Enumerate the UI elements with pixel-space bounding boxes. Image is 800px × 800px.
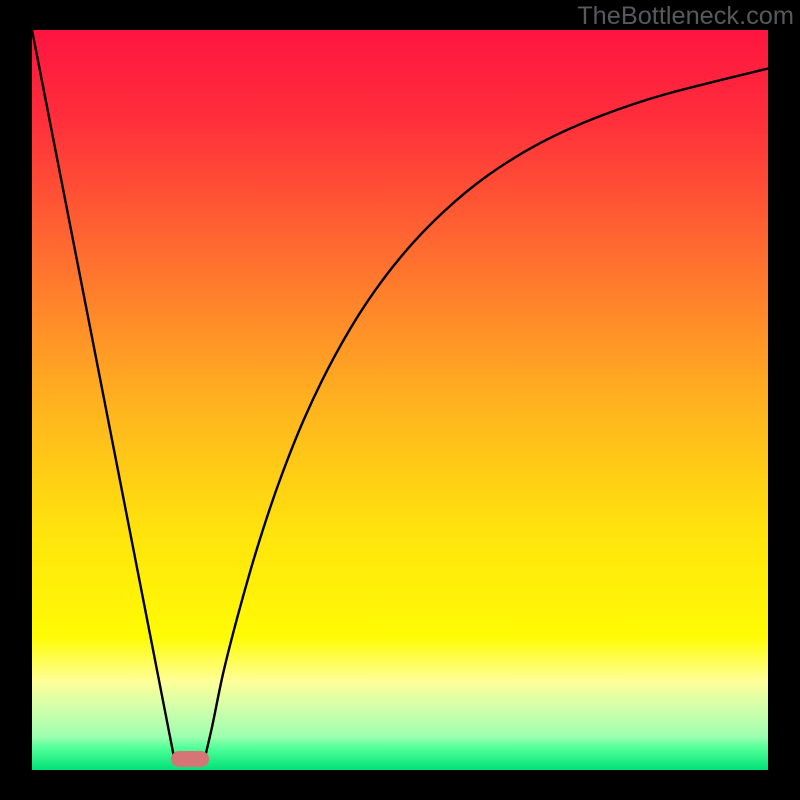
optimal-point-marker [171,751,209,767]
bottleneck-curve-svg [32,30,768,770]
curve-right-leg [205,68,768,757]
plot-area [32,30,768,770]
watermark-label: TheBottleneck.com [577,2,794,31]
chart-container: TheBottleneck.com [0,0,800,800]
curve-left-leg [32,30,174,757]
